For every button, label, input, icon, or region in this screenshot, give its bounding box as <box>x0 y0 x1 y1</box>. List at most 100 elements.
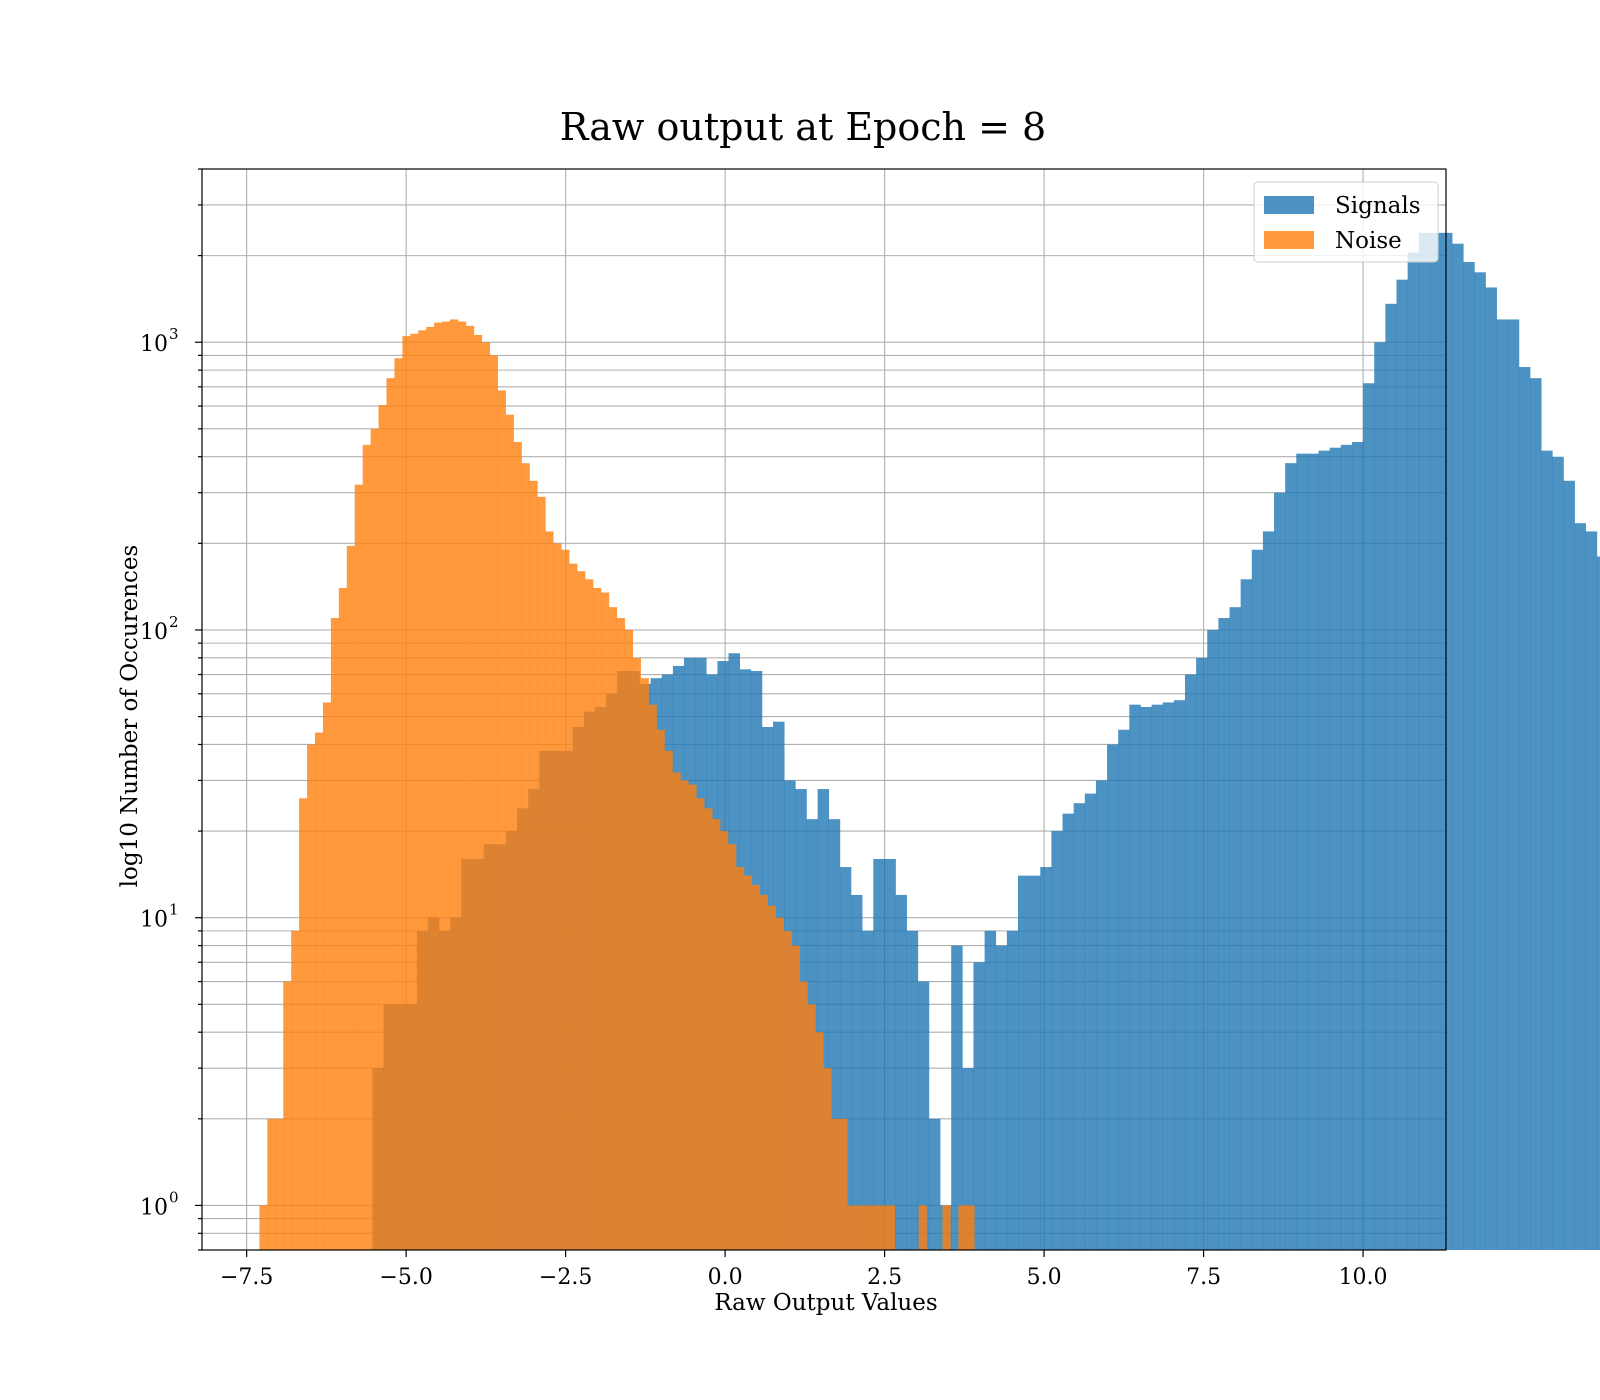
histogram-bar <box>1507 319 1520 1250</box>
histogram-bar <box>1251 549 1264 1250</box>
histogram-bar <box>1196 657 1208 1250</box>
histogram-bar <box>489 355 498 1250</box>
histogram-bar <box>1240 579 1253 1250</box>
histogram-bar <box>942 1205 951 1250</box>
histogram-bar <box>862 930 874 1250</box>
histogram-bar <box>839 1118 848 1250</box>
histogram-bar <box>791 945 800 1250</box>
histogram-bar <box>330 618 340 1250</box>
histogram-bar <box>720 831 729 1250</box>
histogram-bar <box>823 1068 832 1250</box>
histogram-bar <box>481 342 491 1251</box>
histogram-bar <box>450 319 459 1250</box>
histogram-bar <box>1262 531 1275 1250</box>
histogram-bar <box>688 784 697 1250</box>
histogram-bar <box>322 702 332 1250</box>
x-tick-label: −7.5 <box>220 1265 273 1290</box>
histogram-bar <box>1340 444 1353 1250</box>
histogram-bar <box>537 496 546 1250</box>
histogram-bar <box>775 917 784 1250</box>
legend-swatch-signals <box>1264 196 1314 214</box>
histogram-bar <box>878 1205 888 1250</box>
histogram-bar <box>410 333 419 1250</box>
histogram-bar <box>640 678 649 1250</box>
histogram-bar <box>1073 803 1086 1250</box>
histogram-bar <box>1184 674 1197 1250</box>
histogram-bar <box>434 322 443 1250</box>
histogram-bar <box>839 867 852 1250</box>
histogram-bar <box>680 780 689 1250</box>
histogram-bar <box>817 789 830 1250</box>
histogram-bar <box>1585 531 1598 1250</box>
histogram-bar <box>473 334 483 1250</box>
histogram-bar <box>743 875 753 1250</box>
x-tick-label: −5.0 <box>379 1265 432 1290</box>
histogram-bar <box>1207 629 1219 1250</box>
histogram-bar <box>577 571 586 1250</box>
histogram-bar <box>1496 319 1509 1250</box>
histogram-bar <box>704 808 713 1250</box>
y-tick-exponent: 1 <box>169 901 179 919</box>
histogram-bar <box>1018 875 1030 1250</box>
histogram-bar <box>354 484 363 1250</box>
histogram-bar <box>283 981 292 1250</box>
histogram-bar <box>1318 450 1331 1251</box>
histogram-bar <box>1596 556 1600 1250</box>
histogram-bar <box>402 336 411 1250</box>
histogram-bar <box>1329 447 1342 1250</box>
histogram-bar <box>600 592 610 1250</box>
histogram-bar <box>1062 813 1074 1250</box>
histogram-bar <box>1385 303 1397 1251</box>
histogram-bar <box>664 750 673 1250</box>
histogram-bar <box>917 981 930 1250</box>
histogram-bar <box>592 587 602 1250</box>
histogram-bar <box>569 563 578 1250</box>
histogram-bar <box>338 587 348 1250</box>
x-tick-label: 0.0 <box>708 1265 743 1290</box>
histogram-bar <box>1118 729 1130 1250</box>
legend-label-signals: Signals <box>1335 193 1421 219</box>
histogram-bar <box>624 629 634 1250</box>
histogram-bar <box>259 1205 268 1250</box>
histogram-bar <box>973 962 985 1250</box>
legend: Signals Noise <box>1253 181 1439 263</box>
histogram-bars <box>259 232 1600 1251</box>
histogram-bar <box>873 858 885 1250</box>
histogram-bar <box>1574 523 1587 1250</box>
histogram-bar <box>712 819 721 1250</box>
histogram-bar <box>378 405 387 1250</box>
histogram-bar <box>299 798 308 1250</box>
histogram-bar <box>307 744 316 1250</box>
histogram-bar <box>315 732 324 1250</box>
histogram-bar <box>275 1118 284 1250</box>
histogram-bar <box>426 326 435 1250</box>
histogram-bar <box>1374 342 1386 1251</box>
histogram-bar <box>728 844 737 1250</box>
x-tick-label: 2.5 <box>867 1265 902 1290</box>
histogram-bar <box>995 945 1008 1250</box>
histogram-bar <box>1485 287 1497 1250</box>
histogram-bar <box>1029 875 1041 1250</box>
histogram-bar <box>696 798 705 1250</box>
histogram-bar <box>346 545 356 1250</box>
histogram-bar <box>884 858 896 1250</box>
histogram-bar <box>928 1118 941 1250</box>
histogram-bar <box>1274 492 1286 1251</box>
histogram-bar <box>1351 442 1364 1250</box>
y-axis-label: log10 Number of Occurences <box>117 545 143 888</box>
histogram-bar <box>465 325 475 1250</box>
histogram-bar <box>1296 453 1308 1251</box>
x-axis-label: Raw Output Values <box>714 1290 937 1316</box>
histogram-bar <box>1474 272 1486 1251</box>
histogram-bar <box>267 1118 276 1250</box>
histogram-bar <box>553 543 562 1250</box>
histogram-bar <box>418 330 427 1250</box>
histogram-bar <box>1040 867 1052 1250</box>
histogram-bar <box>847 1205 856 1250</box>
x-tick-label: −2.5 <box>539 1265 592 1290</box>
plot-frame <box>201 168 1447 1251</box>
series-noise <box>259 319 975 1251</box>
histogram-bar <box>783 930 792 1250</box>
histogram-bar <box>529 480 538 1251</box>
